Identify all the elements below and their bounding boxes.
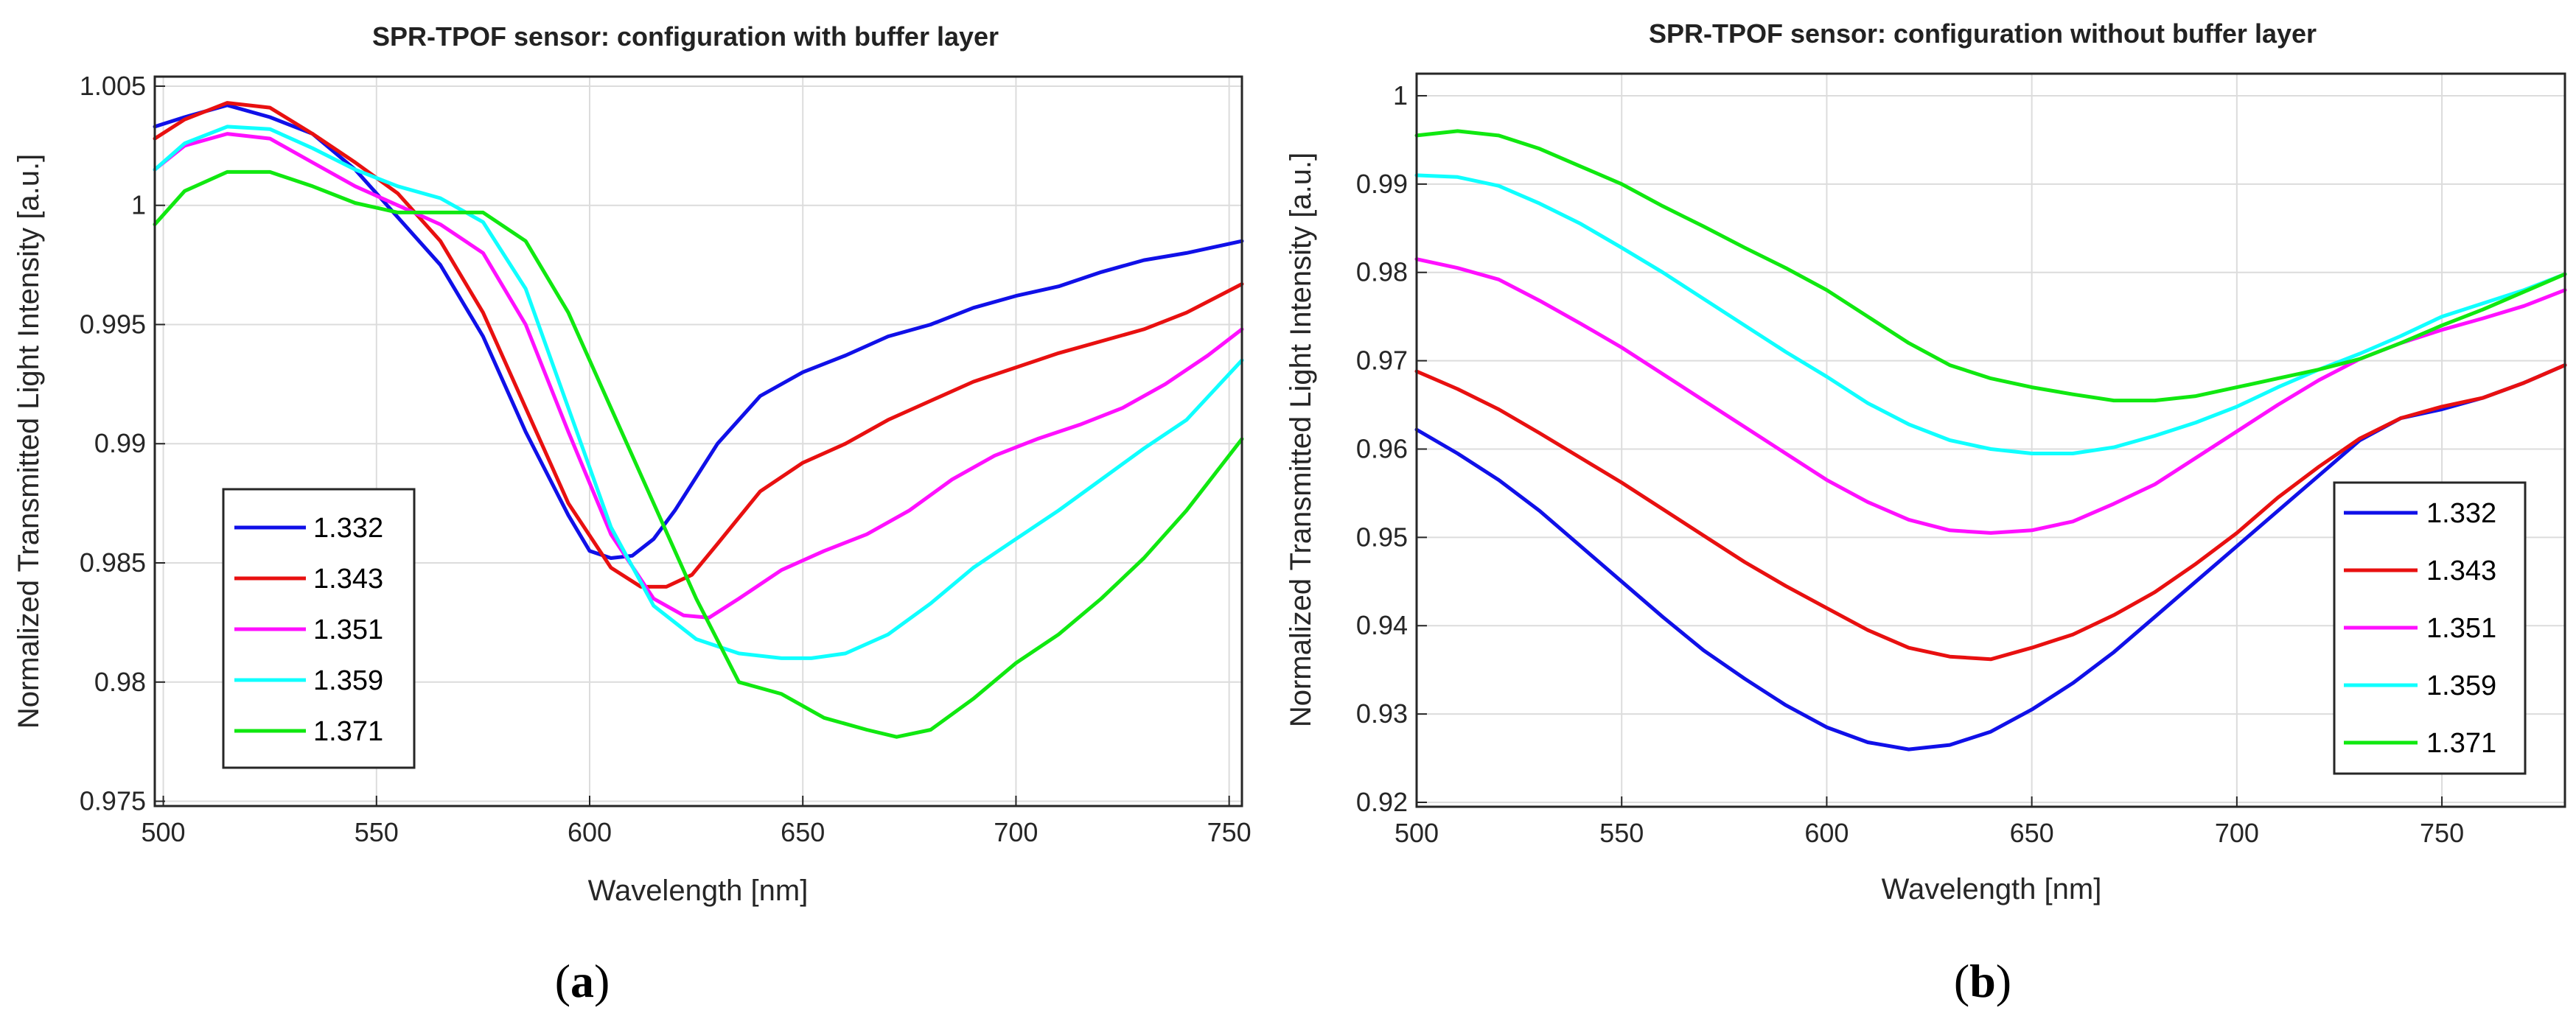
chart-b-x-ticks: 500 550 600 650 700 750 — [1395, 796, 2464, 848]
chart-b-axes-box — [1415, 72, 2566, 808]
series-line-1-343 — [1414, 363, 2567, 662]
series-line-1-359 — [153, 125, 1244, 660]
chart-b-y-ticks: 0.92 0.93 0.94 0.95 0.96 0.97 0.98 0.99 1 — [1356, 80, 1427, 817]
chart-b-legend-items: 1.332 1.343 1.351 1.359 1.371 — [2344, 498, 2496, 759]
x-tick-label: 700 — [2215, 818, 2259, 848]
legend-label: 1.343 — [2426, 556, 2496, 586]
y-tick-label: 0.98 — [1356, 257, 1408, 287]
chart-a-y-ticks: 0.975 0.98 0.985 0.99 0.995 1 1.005 — [80, 71, 165, 816]
legend-label: 1.343 — [313, 564, 383, 595]
series-line-1-351 — [153, 132, 1244, 620]
legend-label: 1.351 — [313, 614, 383, 645]
legend-label: 1.351 — [2426, 613, 2496, 644]
series-line-1-371 — [1414, 129, 2567, 403]
chart-a-y-axis-label: Normalized Transmitted Light Intensity [… — [13, 154, 45, 729]
y-tick-label: 1 — [131, 190, 146, 220]
y-tick-label: 0.97 — [1356, 346, 1408, 376]
chart-a-panel-label-close: ) — [594, 955, 610, 1007]
x-tick-label: 550 — [355, 817, 399, 847]
y-tick-label: 0.94 — [1356, 610, 1408, 640]
y-tick-label: 0.995 — [80, 309, 146, 339]
chart-a-panel-label-open: ( — [555, 955, 570, 1007]
chart-a-axes-box — [153, 75, 1243, 807]
x-tick-label: 700 — [994, 817, 1038, 847]
y-tick-label: 1.005 — [80, 71, 146, 101]
series-line-1-332 — [153, 103, 1244, 560]
chart-a-title: SPR-TPOF sensor: configuration with buff… — [372, 21, 999, 52]
x-tick-label: 600 — [1804, 818, 1849, 848]
x-tick-label: 550 — [1599, 818, 1644, 848]
chart-b-title: SPR-TPOF sensor: configuration without b… — [1649, 18, 2317, 49]
chart-b-grid — [1416, 74, 2565, 807]
chart-a-series — [153, 101, 1244, 739]
chart-a-panel-label: (a) — [555, 955, 610, 1007]
chart-a-panel-label-letter: a — [570, 955, 594, 1007]
y-tick-label: 0.98 — [94, 667, 146, 697]
y-tick-label: 0.95 — [1356, 522, 1408, 552]
x-tick-label: 500 — [1395, 818, 1439, 848]
y-tick-label: 1 — [1393, 80, 1408, 111]
y-tick-label: 0.99 — [1356, 169, 1408, 199]
legend-label: 1.332 — [2426, 498, 2496, 529]
legend-label: 1.371 — [2426, 728, 2496, 759]
y-tick-label: 0.92 — [1356, 787, 1408, 817]
y-tick-label: 0.975 — [80, 786, 146, 816]
x-tick-label: 650 — [781, 817, 825, 847]
series-line-1-371 — [153, 169, 1244, 739]
chart-b-panel-label-close: ) — [1996, 955, 2011, 1007]
y-tick-label: 0.96 — [1356, 433, 1408, 463]
chart-b-y-axis-label: Normalized Transmitted Light Intensity [… — [1285, 153, 1317, 727]
x-tick-label: 600 — [568, 817, 612, 847]
chart-a-legend-items: 1.332 1.343 1.351 1.359 1.371 — [234, 513, 383, 747]
y-tick-label: 0.985 — [80, 547, 146, 578]
chart-a-x-axis-label: Wavelength [nm] — [588, 875, 809, 907]
x-tick-label: 750 — [2420, 818, 2464, 848]
series-line-1-359 — [1414, 173, 2567, 455]
y-tick-label: 0.93 — [1356, 698, 1408, 729]
chart-a: SPR-TPOF sensor: configuration with buff… — [13, 21, 1252, 1007]
chart-a-x-ticks: 500 550 600 650 700 750 — [142, 796, 1252, 847]
legend-label: 1.359 — [2426, 670, 2496, 701]
legend-label: 1.359 — [313, 665, 383, 696]
x-tick-label: 500 — [142, 817, 186, 847]
chart-b-legend: 1.332 1.343 1.351 1.359 1.371 — [2333, 481, 2527, 775]
chart-b-panel-label: (b) — [1954, 955, 2011, 1007]
chart-a-legend: 1.332 1.343 1.351 1.359 1.371 — [222, 488, 416, 769]
chart-b-series — [1414, 129, 2567, 752]
chart-b-panel-label-open: ( — [1954, 955, 1969, 1007]
legend-label: 1.371 — [313, 716, 383, 747]
x-tick-label: 750 — [1207, 817, 1252, 847]
series-line-1-343 — [153, 101, 1244, 589]
legend-label: 1.332 — [313, 513, 383, 544]
chart-b-x-axis-label: Wavelength [nm] — [1882, 873, 2102, 905]
y-tick-label: 0.99 — [94, 428, 146, 458]
x-tick-label: 650 — [2010, 818, 2054, 848]
chart-b: SPR-TPOF sensor: configuration without b… — [1285, 18, 2567, 1007]
chart-b-panel-label-letter: b — [1969, 955, 1996, 1007]
